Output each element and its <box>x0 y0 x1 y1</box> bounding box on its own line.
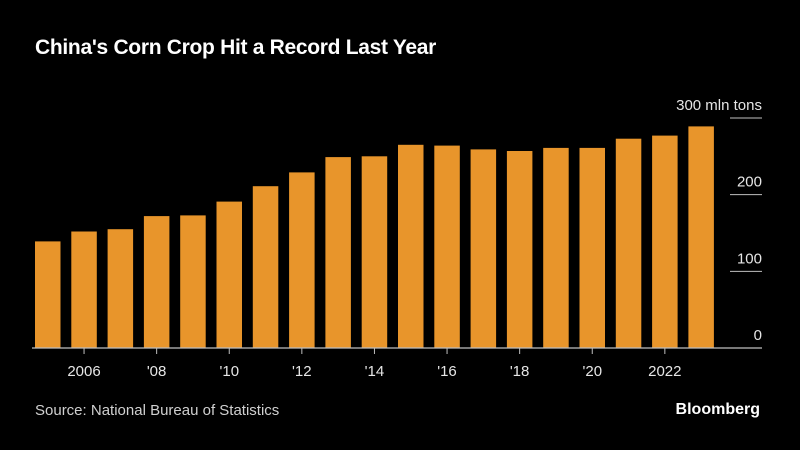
bar-2012 <box>289 172 315 348</box>
x-tick-label: '14 <box>365 363 385 380</box>
bar-2017 <box>470 149 497 348</box>
bar-2008 <box>143 216 170 348</box>
y-tick-label: 0 <box>754 327 762 344</box>
bar-2016 <box>434 145 460 348</box>
x-tick-label: '18 <box>510 363 530 380</box>
bar-2011 <box>252 186 279 348</box>
bloomberg-logo: Bloomberg <box>675 401 760 418</box>
bar-2014 <box>361 156 388 348</box>
y-tick-label: 300 mln tons <box>676 97 762 114</box>
bar-2023 <box>688 126 714 349</box>
x-tick-label: '12 <box>292 363 312 380</box>
x-tick-label: 2006 <box>67 363 100 380</box>
bar-2006 <box>71 231 97 348</box>
x-tick-label: 2022 <box>648 363 681 380</box>
bar-2019 <box>543 147 569 348</box>
source-note: Source: National Bureau of Statistics <box>35 402 280 419</box>
bar-series <box>35 126 714 349</box>
x-tick-label: '08 <box>147 363 167 380</box>
bar-2010 <box>216 201 242 348</box>
x-tick-label: '20 <box>583 363 603 380</box>
y-tick-label: 100 <box>737 250 762 267</box>
chart-title: China's Corn Crop Hit a Record Last Year <box>35 36 437 59</box>
bar-2022 <box>652 135 678 348</box>
bar-2009 <box>180 215 206 348</box>
bar-2018 <box>506 151 533 348</box>
bar-2015 <box>398 144 424 348</box>
y-axis: 0 100 200 300 mln tons <box>676 97 762 344</box>
x-tick-label: '10 <box>220 363 240 380</box>
y-tick-label: 200 <box>737 174 762 191</box>
bar-2013 <box>325 157 351 348</box>
x-axis: 2006 '08 '10 '12 '14 '16 '18 '20 2022 <box>32 347 762 380</box>
x-tick-label: '16 <box>437 363 457 380</box>
bar-2005 <box>35 241 61 348</box>
bar-2007 <box>107 229 134 348</box>
bar-2021 <box>615 138 642 348</box>
bar-2020 <box>579 147 605 348</box>
